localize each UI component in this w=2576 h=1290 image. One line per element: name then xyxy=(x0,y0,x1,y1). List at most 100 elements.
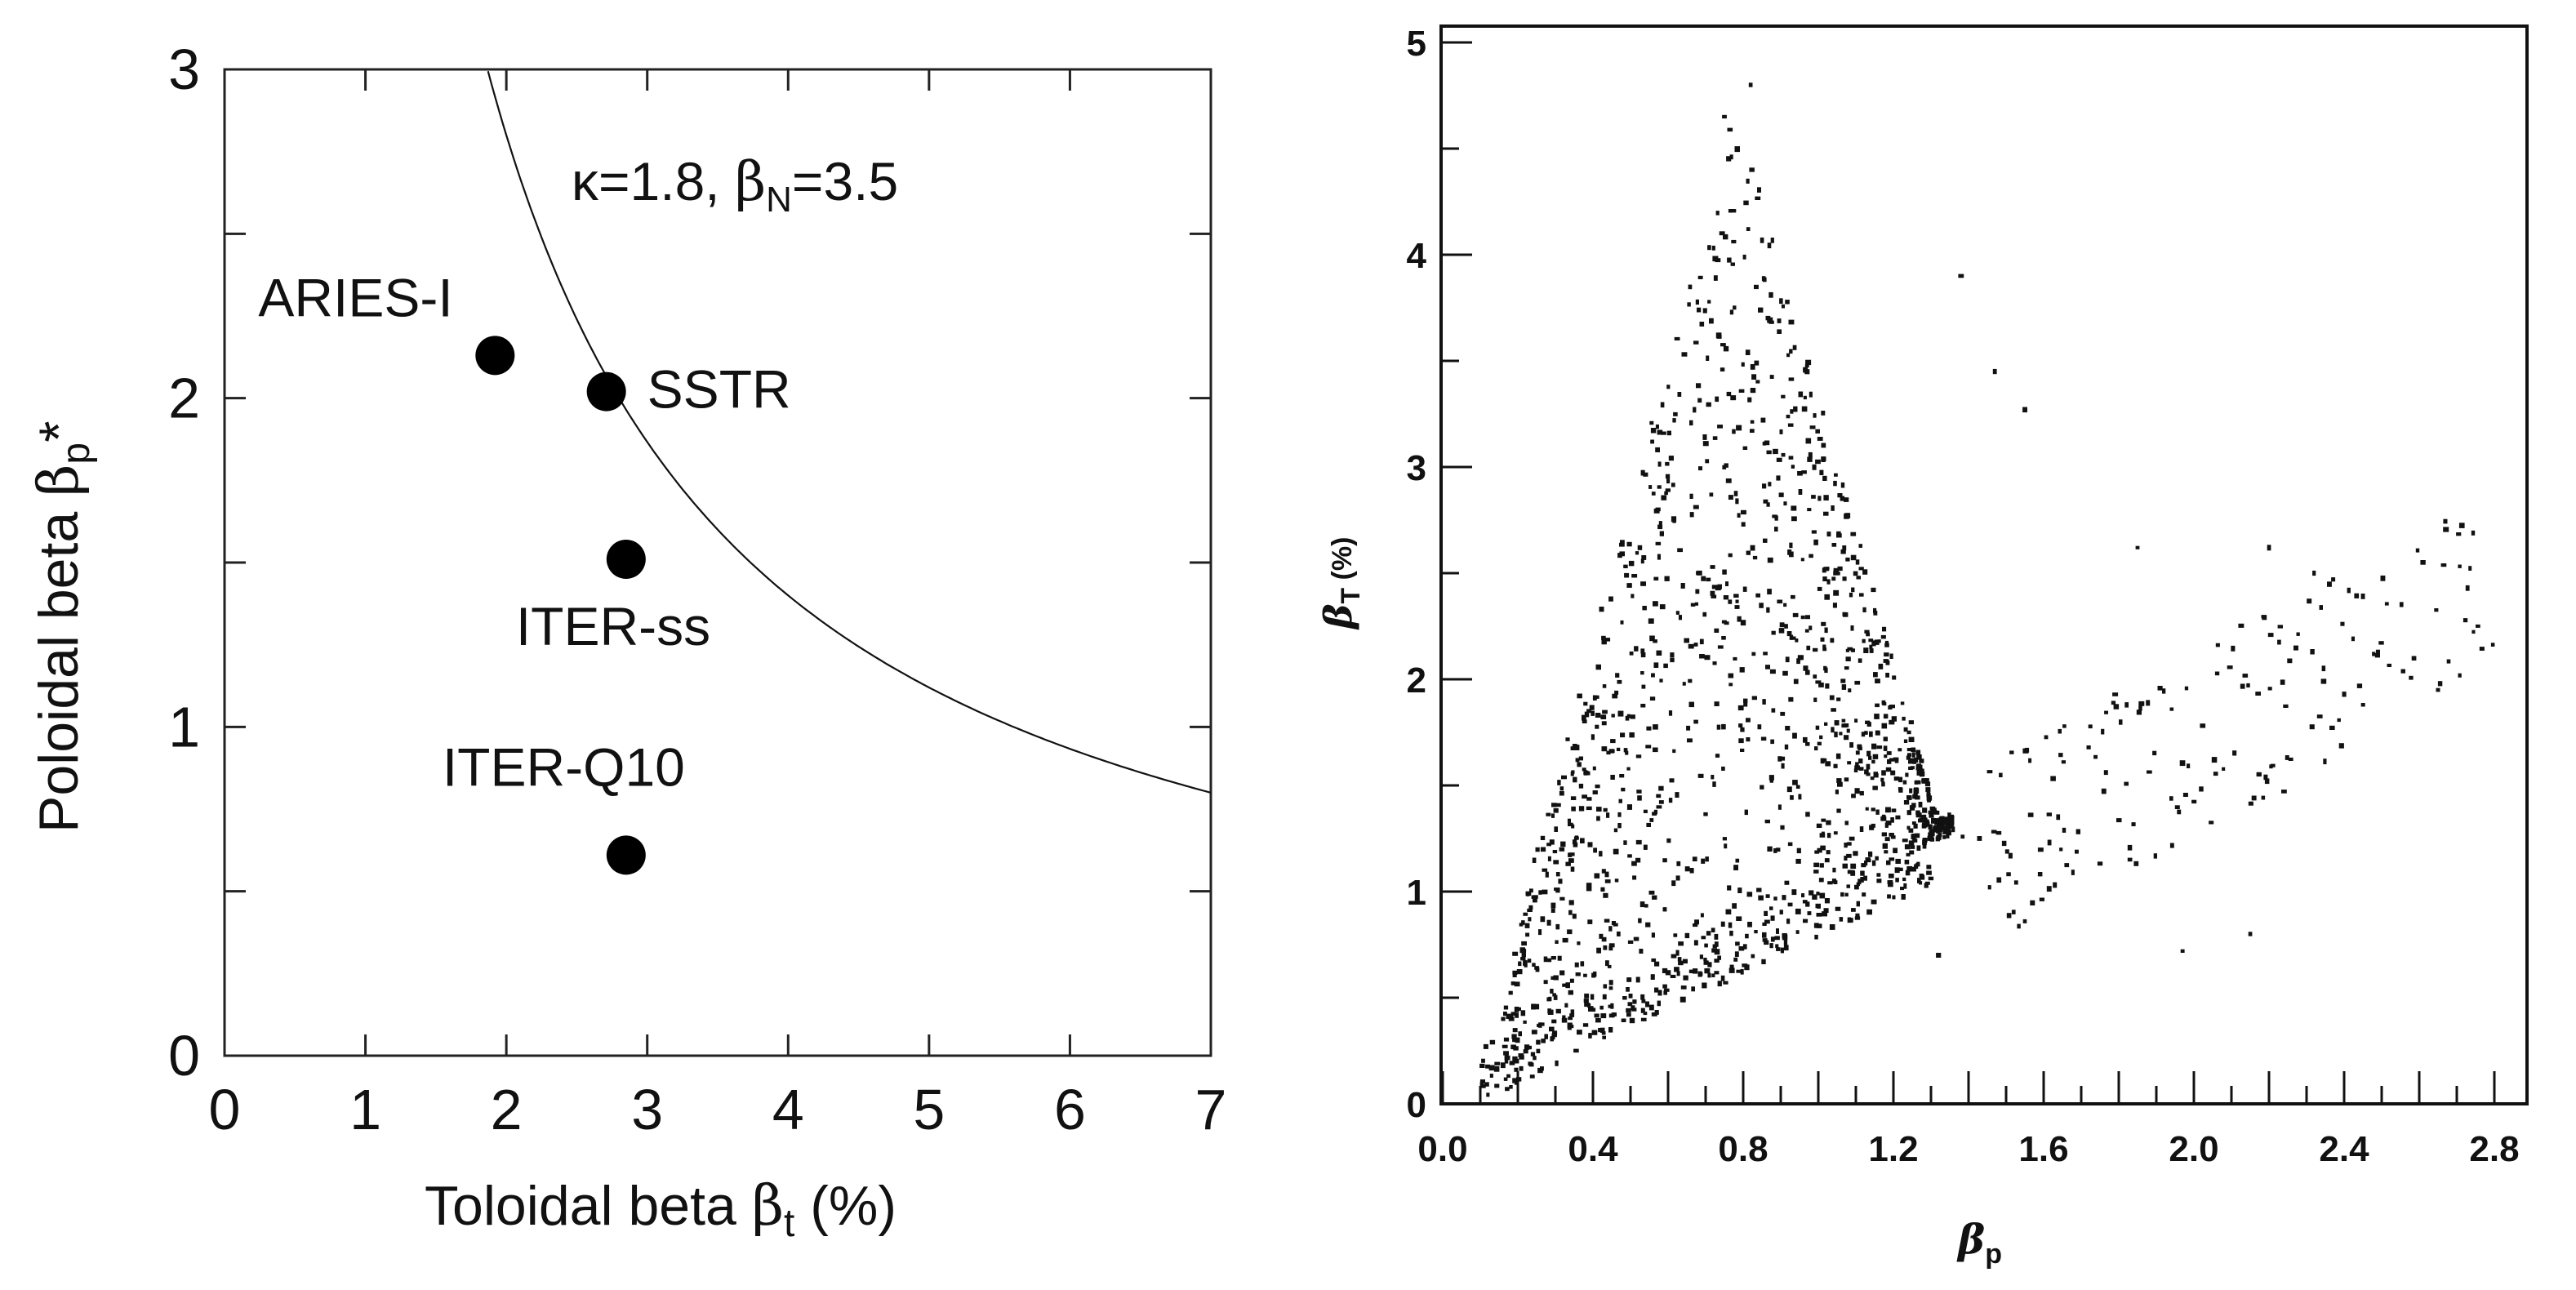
data-point xyxy=(1858,567,1864,571)
data-point xyxy=(1919,758,1924,763)
data-point xyxy=(1690,603,1696,607)
data-point xyxy=(1857,744,1862,749)
data-point xyxy=(1711,594,1717,598)
data-point xyxy=(1905,772,1909,777)
data-point xyxy=(1520,1010,1526,1016)
data-point xyxy=(1897,867,1903,871)
data-point xyxy=(1665,474,1671,479)
data-point xyxy=(2347,587,2351,594)
data-point xyxy=(2152,750,2157,756)
data-point xyxy=(1493,1065,1500,1072)
data-point xyxy=(1797,471,1803,476)
data-point xyxy=(2062,724,2067,728)
data-point xyxy=(1871,640,1876,647)
data-point xyxy=(1686,725,1691,731)
data-point xyxy=(1882,843,1888,849)
data-point xyxy=(1875,703,1880,708)
data-point xyxy=(1929,812,1934,818)
data-point xyxy=(1762,441,1766,446)
data-point xyxy=(1786,786,1792,793)
data-point xyxy=(1545,871,1549,878)
data-point xyxy=(1722,569,1727,575)
data-point xyxy=(1736,425,1742,431)
data-point xyxy=(1819,892,1826,899)
data-point xyxy=(1649,635,1655,642)
data-point xyxy=(1621,1018,1626,1022)
data-point xyxy=(1813,870,1819,874)
data-point xyxy=(2261,795,2266,800)
data-point xyxy=(2214,671,2220,676)
data-point xyxy=(1860,877,1864,883)
data-point xyxy=(1928,876,1934,881)
data-point xyxy=(1853,768,1858,772)
data-point xyxy=(1780,711,1786,716)
data-point xyxy=(1502,1044,1508,1048)
data-point xyxy=(1895,878,1899,883)
data-point xyxy=(1602,994,1607,1000)
data-point xyxy=(1883,736,1888,741)
y-tick-label: 4 xyxy=(1407,236,1427,276)
data-point xyxy=(1741,362,1745,367)
data-point xyxy=(1630,714,1635,719)
data-point xyxy=(1850,648,1855,652)
data-point xyxy=(1514,981,1520,987)
data-point xyxy=(2238,623,2245,628)
data-point xyxy=(1922,822,1928,828)
data-point xyxy=(1924,819,1929,823)
data-point xyxy=(1741,509,1746,515)
data-point xyxy=(1547,1008,1551,1014)
data-point xyxy=(1924,821,1930,827)
data-point xyxy=(2075,849,2079,854)
data-point xyxy=(1854,765,1860,770)
data-point xyxy=(1859,790,1864,796)
data-point xyxy=(1670,657,1675,663)
data-point xyxy=(1835,790,1839,794)
data-point xyxy=(2103,770,2108,776)
data-point xyxy=(1703,812,1708,816)
data-point xyxy=(1568,910,1573,915)
data-point xyxy=(1613,828,1618,833)
data-point xyxy=(1537,1023,1542,1028)
data-point xyxy=(1688,643,1694,649)
data-point xyxy=(1840,496,1845,501)
data-point xyxy=(2277,625,2283,629)
data-point xyxy=(2267,687,2272,691)
data-point xyxy=(1949,819,1955,825)
data-point xyxy=(1777,318,1782,323)
data-point xyxy=(1484,1082,1489,1087)
left-tick-labels: 0 1 2 3 4 5 6 7 0 1 2 3 xyxy=(168,38,1226,1141)
data-point xyxy=(1583,701,1588,706)
data-point xyxy=(1651,958,1657,963)
data-point xyxy=(1857,879,1862,885)
data-point xyxy=(1840,892,1844,897)
data-point xyxy=(2374,653,2380,658)
data-point xyxy=(1869,644,1873,649)
data-point xyxy=(2372,652,2376,656)
data-point xyxy=(1702,434,1707,440)
data-point xyxy=(2446,659,2451,664)
data-point xyxy=(1625,715,1630,721)
data-point xyxy=(1791,516,1797,522)
data-point xyxy=(1588,1033,1592,1039)
x-tick-label: 1.6 xyxy=(2018,1129,2068,1169)
data-point xyxy=(1637,545,1643,550)
left-y-axis-label: Poloidal beta βp* xyxy=(27,420,98,833)
data-point xyxy=(1802,900,1808,904)
data-point xyxy=(1729,930,1733,936)
data-point xyxy=(1516,1007,1521,1011)
data-point xyxy=(1831,879,1836,884)
data-point xyxy=(1726,156,1732,162)
data-point xyxy=(1649,420,1654,425)
data-point xyxy=(1676,861,1681,866)
data-point xyxy=(2271,763,2276,767)
data-point xyxy=(2356,683,2363,688)
data-point xyxy=(1785,300,1790,305)
data-point xyxy=(1844,514,1849,519)
data-point xyxy=(2411,656,2417,661)
right-scatter-points xyxy=(1479,82,2495,1097)
data-point xyxy=(1586,887,1592,892)
data-point xyxy=(1640,704,1646,708)
data-point xyxy=(1922,814,1927,820)
data-point xyxy=(1865,807,1869,811)
